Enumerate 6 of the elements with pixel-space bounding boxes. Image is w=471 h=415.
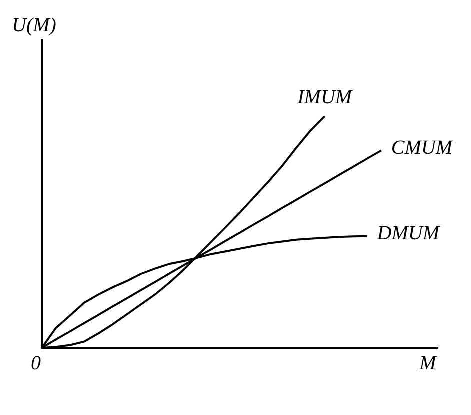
x-axis-title: M (418, 352, 438, 374)
series-label: DMUM (376, 222, 441, 245)
y-axis-title: U(M) (12, 14, 57, 36)
text: 0 (31, 352, 41, 374)
series-label: CMUM (391, 136, 454, 159)
series-label: IMUM (296, 86, 354, 109)
